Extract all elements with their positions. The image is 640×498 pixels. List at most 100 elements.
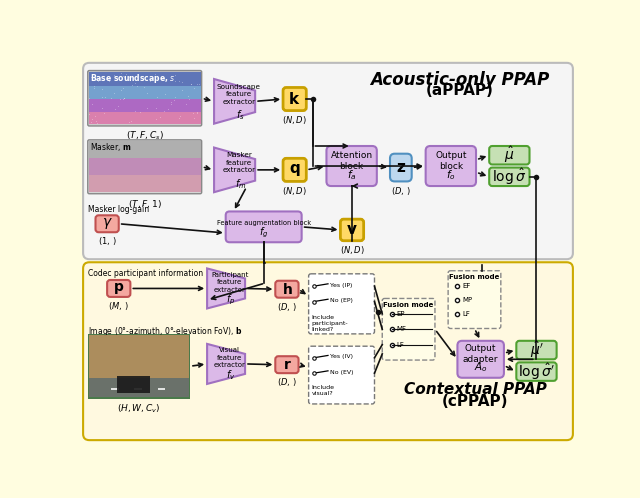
- Text: $(M,\,)$: $(M,\,)$: [108, 300, 129, 312]
- Text: $f_s$: $f_s$: [236, 108, 245, 122]
- FancyBboxPatch shape: [448, 271, 501, 329]
- Text: Output
block: Output block: [435, 150, 467, 171]
- Text: Output
adapter: Output adapter: [463, 344, 499, 364]
- Text: Include
visual?: Include visual?: [312, 384, 335, 396]
- FancyBboxPatch shape: [308, 274, 374, 334]
- Text: $\log\hat{\sigma}'$: $\log\hat{\sigma}'$: [518, 362, 555, 382]
- Text: Visual
feature
extractor: Visual feature extractor: [214, 347, 246, 368]
- Text: EF: EF: [462, 283, 470, 289]
- Text: (aPPAP): (aPPAP): [426, 83, 493, 98]
- Text: Feature augmentation block: Feature augmentation block: [216, 220, 311, 226]
- Bar: [90, 336, 189, 378]
- Text: $\mathbf{r}$: $\mathbf{r}$: [282, 358, 291, 372]
- Bar: [88, 72, 201, 86]
- Text: $f_g$: $f_g$: [259, 226, 268, 240]
- Text: $(D,\,)$: $(D,\,)$: [277, 301, 297, 313]
- Text: $(N, D)$: $(N, D)$: [340, 244, 364, 256]
- FancyBboxPatch shape: [283, 158, 307, 181]
- Text: $(N, D)$: $(N, D)$: [282, 114, 307, 125]
- Bar: [88, 99, 201, 112]
- FancyBboxPatch shape: [283, 88, 307, 111]
- Bar: [88, 158, 201, 175]
- Text: Attention
block: Attention block: [331, 150, 372, 171]
- FancyBboxPatch shape: [516, 341, 557, 359]
- FancyBboxPatch shape: [489, 146, 529, 164]
- Text: Soundscape
feature
extractor: Soundscape feature extractor: [217, 84, 261, 105]
- FancyBboxPatch shape: [308, 346, 374, 404]
- FancyBboxPatch shape: [458, 341, 504, 378]
- Text: $(T, F, 1)$: $(T, F, 1)$: [128, 198, 162, 210]
- Text: Fusion mode: Fusion mode: [449, 274, 500, 280]
- Bar: [134, 388, 142, 390]
- Polygon shape: [214, 147, 255, 192]
- Text: $f_m$: $f_m$: [235, 177, 246, 191]
- Bar: [90, 378, 189, 397]
- Text: $f_o$: $f_o$: [446, 168, 456, 182]
- Text: MF: MF: [396, 326, 406, 332]
- Text: $\mathbf{q}$: $\mathbf{q}$: [289, 162, 300, 178]
- Text: No (EP): No (EP): [330, 298, 353, 303]
- Bar: [88, 112, 201, 124]
- Text: $f_a$: $f_a$: [347, 168, 356, 182]
- Text: (cPPAP): (cPPAP): [442, 394, 509, 409]
- Text: EP: EP: [396, 311, 404, 317]
- Polygon shape: [207, 268, 245, 308]
- Bar: [88, 334, 190, 398]
- Bar: [117, 376, 150, 393]
- FancyBboxPatch shape: [340, 219, 364, 241]
- Text: $\mathbf{z}$: $\mathbf{z}$: [396, 160, 406, 175]
- Text: Masker log-gain: Masker log-gain: [88, 205, 149, 214]
- FancyBboxPatch shape: [88, 140, 202, 194]
- Bar: [88, 175, 201, 192]
- Text: Include
participant-
linked?: Include participant- linked?: [312, 315, 348, 332]
- Text: Yes (IP): Yes (IP): [330, 283, 352, 288]
- Text: $\mathbf{v}$: $\mathbf{v}$: [346, 223, 358, 238]
- Text: $(D,\,)$: $(D,\,)$: [277, 376, 297, 388]
- FancyBboxPatch shape: [107, 280, 131, 297]
- Text: $\hat{\mu}'$: $\hat{\mu}'$: [530, 340, 543, 360]
- Text: $(D,\,)$: $(D,\,)$: [391, 184, 411, 197]
- Text: $\gamma$: $\gamma$: [102, 216, 113, 231]
- Text: $(H, W, C_v)$: $(H, W, C_v)$: [117, 402, 161, 415]
- Text: No (EV): No (EV): [330, 370, 353, 375]
- Text: $\log\hat{\sigma}$: $\log\hat{\sigma}$: [492, 167, 527, 187]
- Text: $\mathbf{k}$: $\mathbf{k}$: [289, 91, 301, 107]
- Text: $(N, D)$: $(N, D)$: [282, 184, 307, 197]
- FancyBboxPatch shape: [275, 281, 298, 298]
- Text: MP: MP: [462, 297, 472, 303]
- Text: Yes (IV): Yes (IV): [330, 355, 353, 360]
- FancyBboxPatch shape: [489, 167, 529, 186]
- Text: $f_p$: $f_p$: [227, 293, 236, 307]
- FancyBboxPatch shape: [95, 215, 119, 232]
- FancyBboxPatch shape: [275, 356, 298, 373]
- Polygon shape: [207, 344, 245, 384]
- Bar: [88, 141, 201, 158]
- Text: Base soundscape, $s$: Base soundscape, $s$: [90, 72, 176, 85]
- Text: Acoustic-only PPAP: Acoustic-only PPAP: [370, 71, 549, 89]
- FancyBboxPatch shape: [426, 146, 476, 186]
- Text: $f_v$: $f_v$: [227, 369, 236, 382]
- Text: $(1,\,)$: $(1,\,)$: [98, 236, 116, 248]
- Text: LF: LF: [396, 342, 404, 348]
- FancyBboxPatch shape: [83, 262, 573, 440]
- Text: Fusion mode: Fusion mode: [383, 302, 434, 308]
- FancyBboxPatch shape: [516, 363, 557, 381]
- Text: $(T, F, C_s)$: $(T, F, C_s)$: [125, 130, 164, 142]
- Text: $\hat{\mu}$: $\hat{\mu}$: [504, 145, 515, 165]
- Text: $A_o$: $A_o$: [474, 360, 488, 374]
- Text: Masker, $\mathbf{m}$: Masker, $\mathbf{m}$: [90, 141, 132, 153]
- Text: Codec participant information: Codec participant information: [88, 269, 203, 278]
- FancyBboxPatch shape: [88, 71, 202, 126]
- Text: Image (0°-azimuth, 0°-elevation FoV), $\mathbf{b}$: Image (0°-azimuth, 0°-elevation FoV), $\…: [88, 325, 243, 339]
- FancyBboxPatch shape: [226, 212, 301, 242]
- FancyBboxPatch shape: [382, 298, 435, 360]
- FancyBboxPatch shape: [390, 154, 412, 181]
- Text: LF: LF: [462, 311, 470, 317]
- Text: Masker
feature
extractor: Masker feature extractor: [222, 152, 255, 173]
- Bar: [111, 388, 119, 390]
- Text: Contextual PPAP: Contextual PPAP: [404, 381, 547, 396]
- Bar: [88, 86, 201, 99]
- Bar: [157, 388, 165, 390]
- Polygon shape: [214, 79, 255, 124]
- FancyBboxPatch shape: [83, 63, 573, 259]
